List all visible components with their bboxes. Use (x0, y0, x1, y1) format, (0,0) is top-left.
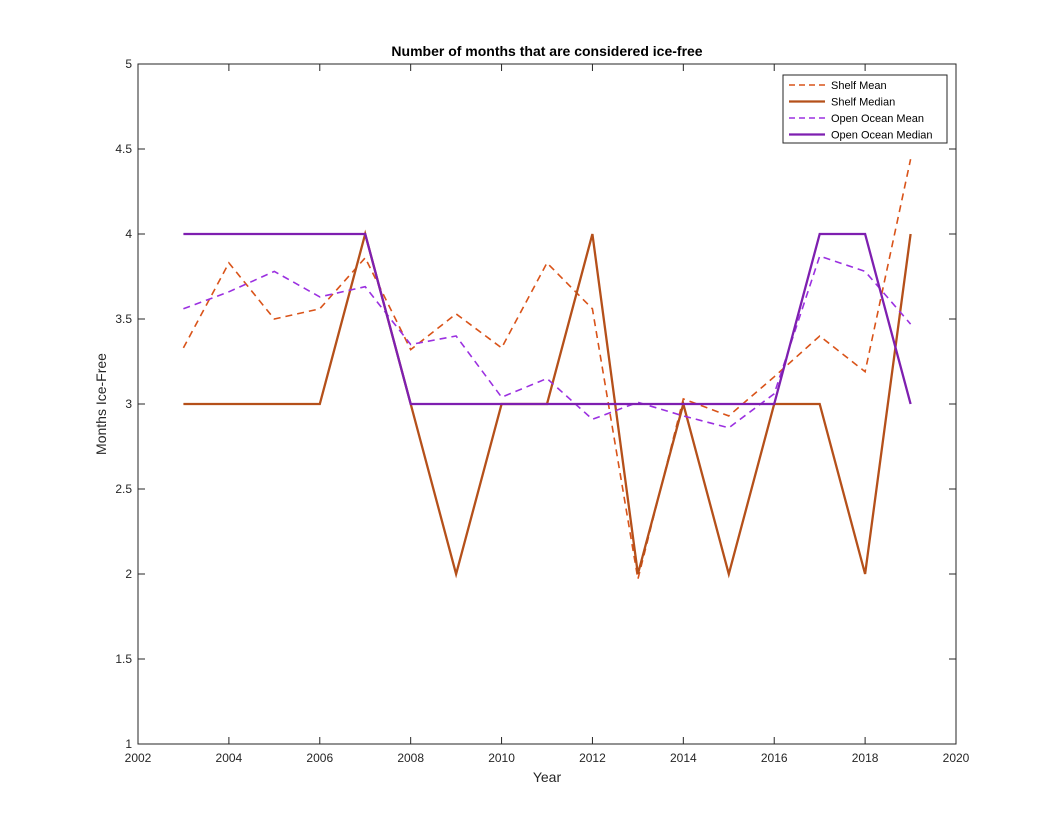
series-layer (182, 159, 912, 580)
legend-label: Shelf Median (831, 97, 895, 109)
series-line-open-ocean-mean (183, 255, 912, 429)
y-tick-label: 4 (125, 227, 132, 241)
y-axis-title: Months Ice-Free (93, 353, 109, 455)
legend: Shelf Mean Shelf Median Open Ocean Mean Ope… (782, 74, 948, 144)
y-tick-label: 1 (125, 737, 132, 751)
legend-label: Open Ocean Mean (831, 113, 924, 125)
chart-title: Number of months that are considered ice… (391, 43, 702, 59)
x-tick-label: 2012 (579, 751, 606, 765)
x-tick-label: 2018 (852, 751, 879, 765)
series-line-open-ocean-median (183, 232, 912, 406)
y-tick-label: 4.5 (115, 142, 132, 156)
series-line-shelf-mean (182, 159, 912, 580)
y-tick-label: 3 (125, 397, 132, 411)
x-tick-label: 2020 (943, 751, 970, 765)
legend-label: Shelf Mean (831, 80, 887, 92)
axis-ticks: 2002 2004 2006 2008 2010 2012 2014 2016 2018 2020… (115, 57, 969, 765)
y-tick-label: 3.5 (115, 312, 132, 326)
x-tick-label: 2006 (306, 751, 333, 765)
x-tick-label: 2008 (397, 751, 424, 765)
x-tick-label: 2002 (125, 751, 152, 765)
x-tick-label: 2014 (670, 751, 697, 765)
y-tick-label: 2.5 (115, 482, 132, 496)
x-tick-label: 2016 (761, 751, 788, 765)
y-tick-label: 1.5 (115, 652, 132, 666)
x-axis-title: Year (533, 769, 562, 785)
legend-label: Open Ocean Median (831, 130, 933, 142)
legend-box (782, 74, 948, 144)
x-tick-label: 2010 (488, 751, 515, 765)
x-tick-label: 2004 (216, 751, 243, 765)
y-tick-label: 5 (125, 57, 132, 71)
y-tick-label: 2 (125, 567, 132, 581)
